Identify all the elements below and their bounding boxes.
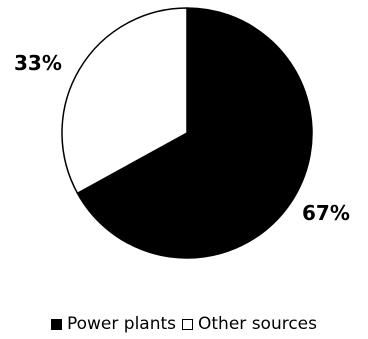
pie-slice-power-plants: [76, 7, 313, 259]
legend-swatch-other-sources: [182, 318, 194, 330]
legend-label-power-plants: Power plants: [66, 314, 177, 334]
legend-label-other-sources: Other sources: [198, 314, 317, 334]
data-label-power-plants: 67%: [302, 201, 350, 225]
legend-swatch-power-plants: [50, 318, 62, 330]
data-label-other-sources: 33%: [14, 51, 62, 75]
pie-slice-other-sources: [61, 7, 188, 194]
legend-item-power-plants: Power plants: [50, 314, 177, 334]
legend: Power plants Other sources: [0, 314, 368, 334]
legend-item-other-sources: Other sources: [182, 314, 317, 334]
pie-slices: [61, 7, 313, 259]
